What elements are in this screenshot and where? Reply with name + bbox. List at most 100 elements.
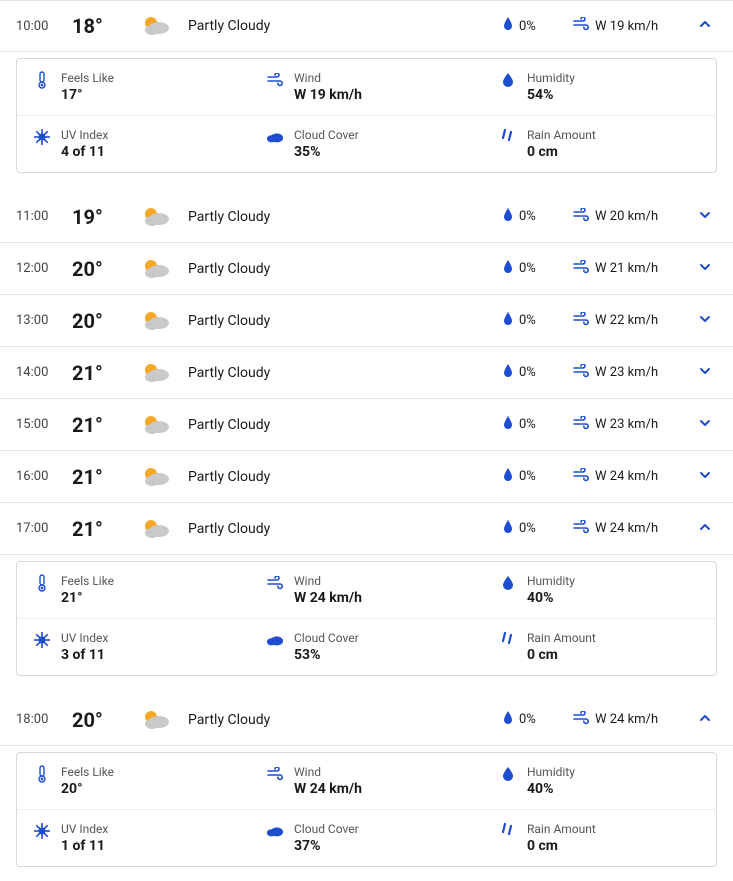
detail-text: UV Index 4 of 11 [61,128,108,160]
rain-amount-icon [499,631,517,649]
uv-index-icon [33,631,51,649]
raindrop-icon [503,312,513,330]
cloud-cover-icon [266,128,284,146]
hour-detail-panel: Feels Like 20° Wind W 24 km/h Humidity 4… [16,752,717,867]
partly-cloudy-icon [132,257,180,281]
detail-value: 0 cm [527,838,596,854]
detail-label: Cloud Cover [294,631,359,645]
detail-label: Wind [294,765,362,779]
detail-label: Feels Like [61,574,114,588]
partly-cloudy-icon [132,517,180,541]
hour-wind: W 20 km/h [573,208,693,226]
hour-detail-panel: Feels Like 21° Wind W 24 km/h Humidity 4… [16,561,717,676]
partly-cloudy-icon [132,465,180,489]
hour-time: 11:00 [16,209,72,224]
detail-label: Rain Amount [527,631,596,645]
hour-row[interactable]: 16:00 21° Partly Cloudy 0% W 24 km/h [0,451,733,503]
hour-time: 13:00 [16,313,72,328]
hour-temperature: 20° [72,309,132,333]
wind-value: W 21 km/h [595,261,658,276]
detail-text: Feels Like 17° [61,71,114,103]
raindrop-icon [503,260,513,278]
detail-value: 54% [527,87,575,103]
chevron-down-icon[interactable] [693,208,717,226]
hour-wind: W 24 km/h [573,711,693,729]
detail-text: Cloud Cover 35% [294,128,359,160]
detail-value: 40% [527,781,575,797]
detail-cell: Humidity 54% [483,59,716,115]
wind-value: W 23 km/h [595,365,658,380]
chevron-down-icon[interactable] [693,416,717,434]
partly-cloudy-icon [132,14,180,38]
detail-label: UV Index [61,822,108,836]
hour-temperature: 20° [72,708,132,732]
chevron-down-icon[interactable] [693,312,717,330]
precip-value: 0% [519,417,536,432]
chevron-down-icon[interactable] [693,468,717,486]
detail-cell: Humidity 40% [483,562,716,618]
wind-icon [573,520,589,538]
hour-row[interactable]: 12:00 20° Partly Cloudy 0% W 21 km/h [0,243,733,295]
chevron-up-icon[interactable] [693,17,717,35]
partly-cloudy-icon [132,309,180,333]
rain-amount-icon [499,128,517,146]
detail-value: W 24 km/h [294,590,362,606]
detail-cell: Wind W 19 km/h [250,59,483,115]
hour-time: 14:00 [16,365,72,380]
chevron-down-icon[interactable] [693,260,717,278]
detail-cell: Rain Amount 0 cm [483,809,716,866]
feels-like-icon [33,574,51,592]
detail-value: 35% [294,144,359,160]
detail-text: Feels Like 20° [61,765,114,797]
detail-value: 20° [61,781,114,797]
detail-label: Wind [294,574,362,588]
partly-cloudy-icon [132,413,180,437]
precip-value: 0% [519,712,536,727]
detail-cell: Feels Like 21° [17,562,250,618]
detail-text: Wind W 19 km/h [294,71,362,103]
hour-time: 17:00 [16,521,72,536]
detail-value: 3 of 11 [61,647,108,663]
hour-row[interactable]: 11:00 19° Partly Cloudy 0% W 20 km/h [0,191,733,243]
cloud-cover-icon [266,822,284,840]
wind-value: W 22 km/h [595,313,658,328]
hour-row[interactable]: 14:00 21° Partly Cloudy 0% W 23 km/h [0,347,733,399]
hour-row[interactable]: 15:00 21° Partly Cloudy 0% W 23 km/h [0,399,733,451]
detail-value: 40% [527,590,575,606]
partly-cloudy-icon [132,361,180,385]
chevron-up-icon[interactable] [693,520,717,538]
hour-wind: W 24 km/h [573,520,693,538]
precip-value: 0% [519,261,536,276]
detail-value: 0 cm [527,144,596,160]
precip-value: 0% [519,313,536,328]
hour-wind: W 22 km/h [573,312,693,330]
raindrop-icon [503,468,513,486]
hour-precip: 0% [503,711,573,729]
wind-icon [266,765,284,783]
hour-condition: Partly Cloudy [180,209,503,225]
hour-precip: 0% [503,416,573,434]
hour-precip: 0% [503,468,573,486]
wind-icon [573,208,589,226]
hour-row[interactable]: 10:00 18° Partly Cloudy 0% W 19 km/h [0,0,733,52]
detail-text: Humidity 54% [527,71,575,103]
hour-condition: Partly Cloudy [180,365,503,381]
hour-row[interactable]: 13:00 20° Partly Cloudy 0% W 22 km/h [0,295,733,347]
detail-cell: Cloud Cover 53% [250,618,483,675]
hour-wind: W 19 km/h [573,17,693,35]
chevron-down-icon[interactable] [693,364,717,382]
detail-cell: UV Index 3 of 11 [17,618,250,675]
detail-text: Rain Amount 0 cm [527,822,596,854]
hour-row[interactable]: 17:00 21° Partly Cloudy 0% W 24 km/h [0,503,733,555]
detail-label: UV Index [61,631,108,645]
chevron-up-icon[interactable] [693,711,717,729]
wind-icon [573,711,589,729]
wind-value: W 24 km/h [595,521,658,536]
detail-label: Rain Amount [527,128,596,142]
partly-cloudy-icon [132,205,180,229]
hour-precip: 0% [503,17,573,35]
raindrop-icon [503,17,513,35]
detail-cell: Humidity 40% [483,753,716,809]
hour-row[interactable]: 18:00 20° Partly Cloudy 0% W 24 km/h [0,694,733,746]
detail-text: Rain Amount 0 cm [527,631,596,663]
